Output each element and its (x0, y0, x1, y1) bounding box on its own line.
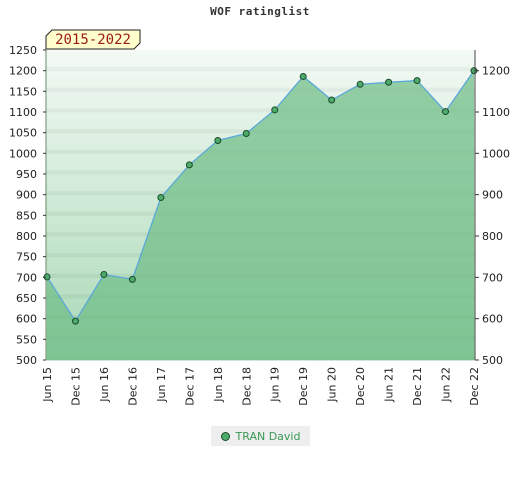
x-tick-label: Dec 22 (468, 367, 481, 406)
x-tick-label: Jun 19 (269, 367, 282, 403)
x-tick-label: Jun 18 (212, 367, 225, 403)
right-tick-label: 800 (482, 230, 503, 243)
x-tick-label: Jun 22 (440, 367, 453, 403)
data-point-dec-20 (356, 80, 364, 88)
left-tick-label: 950 (16, 168, 37, 181)
data-point-jun-20 (328, 96, 336, 104)
right-tick-label: 500 (482, 354, 503, 367)
left-tick-label: 500 (16, 354, 37, 367)
data-point-dec-19 (299, 72, 307, 80)
data-point-jun-16 (100, 270, 108, 278)
x-tick-label: Dec 21 (411, 367, 424, 406)
left-axis: 500 550 600 650 700 750 800 850 900 950 1000 1050 11… (9, 44, 46, 367)
band (46, 66, 475, 72)
legend-label: TRAN David (235, 429, 301, 443)
left-tick-label: 1050 (9, 127, 37, 140)
data-point-dec-21 (413, 77, 421, 85)
band (46, 54, 475, 59)
left-tick-label: 900 (16, 189, 37, 202)
band (46, 87, 475, 92)
left-tick-label: 800 (16, 230, 37, 243)
legend-marker-icon (220, 431, 230, 441)
x-tick-label: Dec 16 (126, 367, 139, 406)
band (46, 116, 475, 121)
x-tick-label: Dec 18 (240, 367, 253, 406)
left-tick-label: 1200 (9, 65, 37, 78)
x-tick-label: Jun 17 (155, 367, 168, 403)
left-tick-label: 1000 (9, 147, 37, 160)
x-tick-label: Dec 17 (183, 367, 196, 406)
area-fill (47, 70, 474, 361)
right-tick-label: 1100 (482, 106, 510, 119)
data-point-jun-17 (157, 194, 165, 202)
left-tick-label: 550 (16, 333, 37, 346)
left-tick-label: 650 (16, 292, 37, 305)
x-tick-label: Dec 19 (297, 367, 310, 406)
badge-text: 2015-2022 (55, 32, 131, 48)
data-point-jun-18 (214, 137, 222, 145)
left-tick-label: 750 (16, 251, 37, 264)
year-range-badge: 2015-2022 (45, 29, 141, 50)
markers (43, 67, 478, 325)
right-tick-label: 700 (482, 271, 503, 284)
band (46, 50, 475, 55)
data-point-dec-15 (71, 317, 79, 325)
series-line (46, 70, 475, 323)
x-axis: Jun 15 Dec 15 Jun 16 Dec 16 Jun 17 Dec 17 Jun … (41, 367, 481, 406)
x-tick-label: Jun 15 (41, 367, 54, 403)
left-tick-label: 850 (16, 209, 37, 222)
right-axis: 500 600 700 800 900 1000 1100 1200 (474, 50, 510, 367)
data-point-jun-22 (442, 108, 450, 116)
data-point-jun-19 (271, 106, 279, 114)
data-point-dec-17 (185, 161, 193, 169)
right-tick-label: 1000 (482, 147, 510, 160)
band (46, 83, 475, 88)
band (46, 112, 475, 117)
band (46, 74, 475, 80)
band (46, 95, 475, 101)
right-tick-label: 1200 (482, 65, 510, 78)
left-tick-label: 700 (16, 271, 37, 284)
data-point-jun-21 (385, 78, 393, 86)
data-point-dec-18 (242, 129, 250, 137)
band (46, 78, 475, 84)
band (46, 91, 475, 96)
band (46, 62, 475, 68)
right-tick-label: 600 (482, 313, 503, 326)
legend: TRAN David (211, 426, 310, 446)
left-tick-label: 1100 (9, 106, 37, 119)
x-tick-label: Dec 15 (69, 367, 82, 406)
x-tick-label: Jun 16 (98, 367, 111, 403)
left-tick-label: 600 (16, 313, 37, 326)
band (46, 58, 475, 63)
x-tick-label: Jun 21 (383, 367, 396, 403)
band (46, 99, 475, 105)
x-tick-label: Jun 20 (326, 367, 339, 403)
band (46, 70, 475, 76)
left-tick-label: 1250 (9, 44, 37, 57)
left-tick-label: 1150 (9, 85, 37, 98)
band (46, 107, 475, 113)
data-point-dec-16 (128, 275, 136, 283)
band (46, 103, 475, 109)
chart-title: WOF ratinglist (210, 5, 310, 18)
x-tick-label: Dec 20 (354, 367, 367, 406)
right-tick-label: 900 (482, 189, 503, 202)
